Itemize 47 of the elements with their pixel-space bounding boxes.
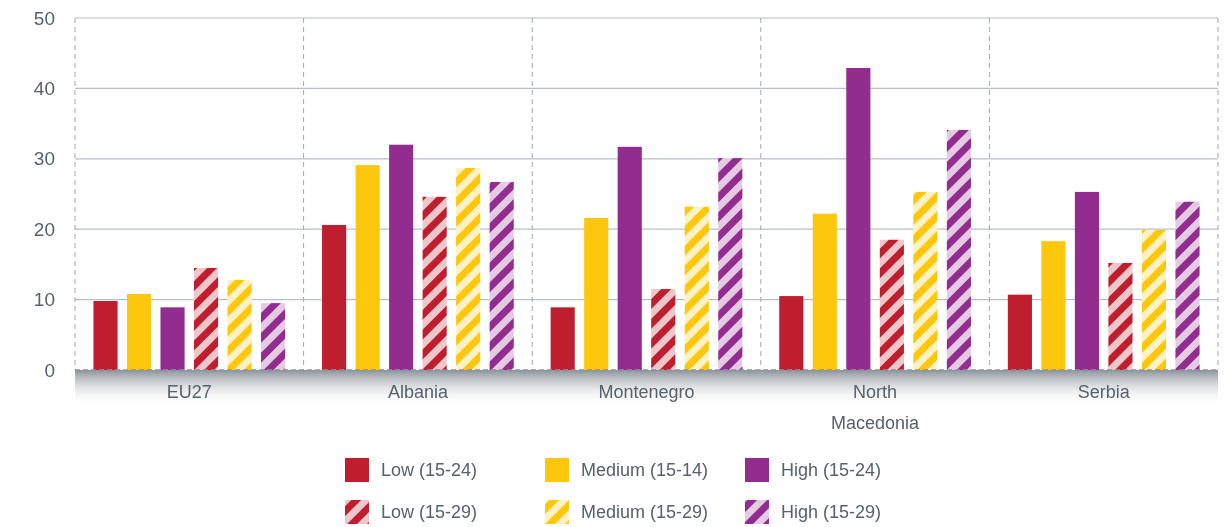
bar [422,196,447,370]
legend-label: Low (15-24) [381,460,478,481]
y-tick-label: 30 [33,148,55,170]
x-tick-label: Montenegro [598,382,695,402]
bar [913,191,938,370]
bar [322,224,347,370]
x-tick-label: EU27 [166,382,212,402]
x-tick-label: Serbia [1077,382,1131,402]
bar [1141,229,1167,370]
bar [879,239,904,370]
legend-label: High (15-24) [781,460,882,481]
bar [1007,294,1032,370]
bar [160,307,185,370]
bar [261,303,286,370]
bar [779,296,804,370]
x-tick-label: Albania [387,382,449,402]
bar [812,213,837,370]
bar [193,267,219,370]
y-tick-label: 20 [33,218,55,240]
bar [684,206,709,370]
bar [651,289,676,370]
bar [1108,262,1133,370]
bar [617,146,642,370]
y-tick-label: 50 [33,7,55,29]
legend-label: High (15-29) [781,502,882,523]
bar [93,301,118,370]
bar [389,144,414,370]
bar [126,293,152,370]
bar [584,217,609,370]
legend-label: Medium (15-29) [581,502,709,523]
bar [1074,191,1099,370]
y-tick-label: 0 [44,359,55,381]
bar [489,182,514,370]
bar [718,158,743,370]
bar [227,279,252,370]
bar [946,129,971,370]
x-tick-label: North Macedonia [831,382,921,433]
legend-label: Medium (15-14) [581,460,709,481]
y-tick-label: 40 [33,78,55,100]
bar [550,307,575,370]
bar [846,67,871,370]
bar [1175,201,1200,370]
y-tick-label: 10 [33,289,55,311]
bar [456,167,481,370]
bar [355,165,380,370]
legend-label: Low (15-29) [381,502,478,523]
bar [1041,241,1066,370]
